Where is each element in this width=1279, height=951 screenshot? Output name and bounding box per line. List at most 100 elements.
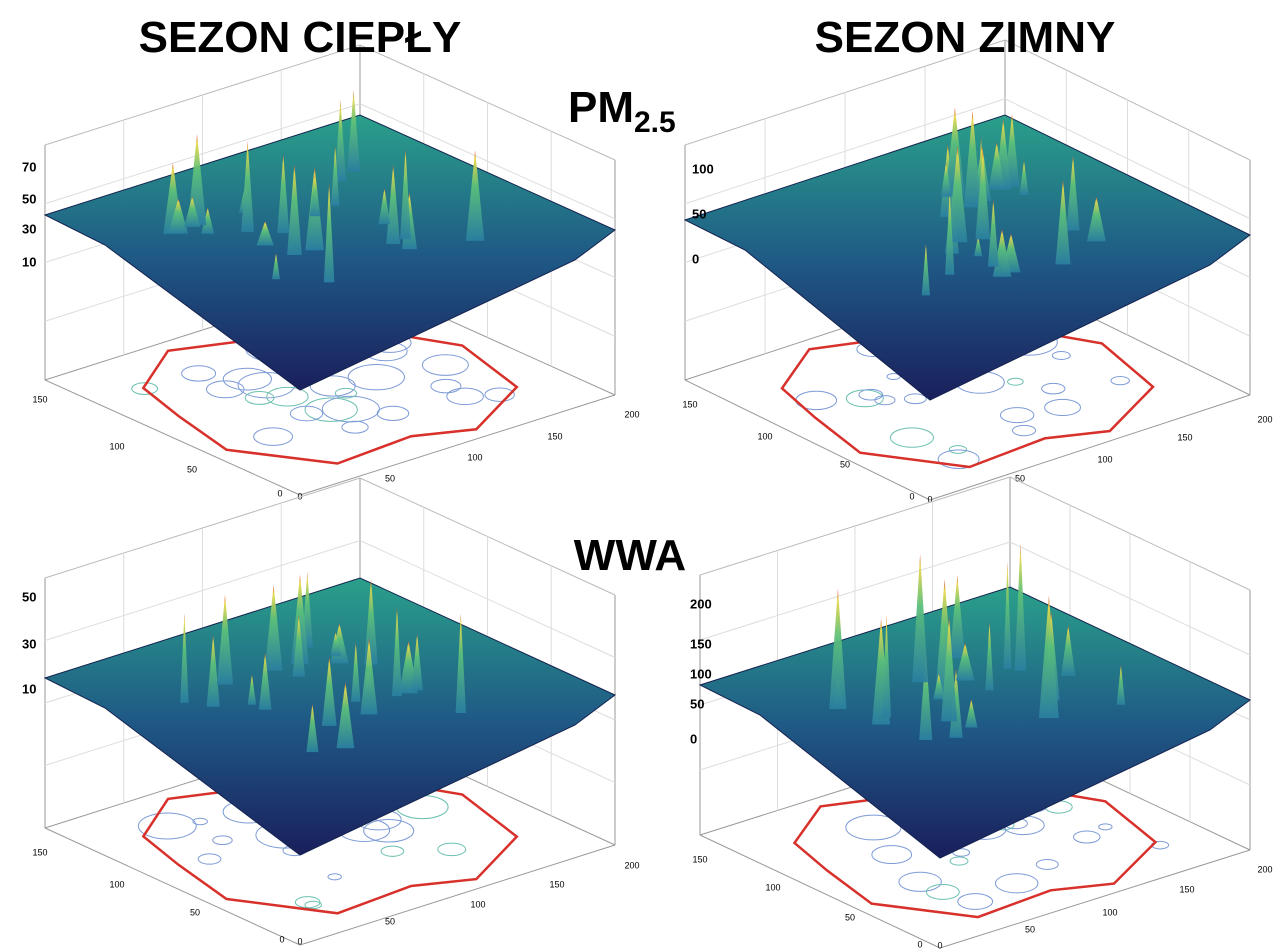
y-tick-label: 150 [682,399,697,409]
z-tick-label: 50 [22,589,36,604]
box-edge [940,850,1250,948]
box-edge [700,835,940,948]
contour [1000,408,1033,423]
y-tick-label: 150 [32,847,47,857]
y-tick-label: 150 [692,854,707,864]
box-edge [300,845,615,945]
row-label-sub: 2.5 [634,106,676,139]
z-tick-label: 30 [22,221,36,236]
x-tick-label: 150 [1177,432,1192,442]
contour [267,387,308,406]
contour [904,394,926,404]
z-tick-label: 0 [692,251,699,266]
contour [364,820,414,843]
y-tick-label: 50 [845,912,855,922]
contour [958,894,993,910]
x-tick-label: 100 [1097,454,1112,464]
warm-season-title: SEZON CIEPŁY [139,13,462,62]
cold-season-title: SEZON ZIMNY [815,13,1116,62]
contour [846,390,883,407]
z-tick-label: 70 [22,159,36,174]
contour [1036,859,1058,869]
z-tick-label: 100 [690,666,712,681]
x-tick-label: 50 [385,916,395,926]
contour [138,813,196,839]
contour [213,836,232,845]
z-tick-label: 30 [22,636,36,651]
contour [223,368,271,390]
contour [447,388,484,404]
z-tick-label: 200 [690,596,712,611]
y-tick-label: 100 [765,882,780,892]
contour [342,421,368,433]
surface-plot: 200 150 100 50 0 150 100 50 0 0 50 100 150 200 [690,477,1273,950]
contour [1111,376,1129,384]
row-label-main: PM [568,83,634,132]
x-tick-label: 0 [297,936,302,946]
x-tick-label: 0 [937,940,942,950]
y-tick-label: 50 [840,459,850,469]
contour [1042,383,1065,393]
surface-plot: 70503010150100500050100150200 [22,45,640,501]
contour [348,365,404,390]
contour [926,885,959,900]
contour [1045,399,1081,415]
contour [1008,378,1024,385]
contour [899,872,941,891]
y-tick-label: 150 [32,394,47,404]
x-tick-label: 200 [624,409,639,419]
y-tick-label: 0 [277,488,282,498]
row-label: PM2.5 [568,83,676,139]
x-tick-label: 100 [1102,907,1117,917]
contour [198,854,221,864]
contour [438,843,466,856]
contour [254,428,293,446]
row-label: WWA [574,531,686,580]
z-tick-label: 50 [690,696,704,711]
z-tick-label: 100 [692,161,714,176]
z-tick-label: 0 [690,731,697,746]
y-tick-label: 100 [109,879,124,889]
x-tick-label: 150 [547,431,562,441]
y-tick-label: 100 [757,431,772,441]
contour [890,428,933,447]
surface [685,115,1250,400]
contour [875,396,895,405]
contour [322,396,379,422]
x-tick-label: 150 [549,879,564,889]
contour [381,846,404,856]
box-edge [45,828,300,945]
contour [1073,831,1100,843]
surface-plot: 50 30 10 150 100 50 0 0 50 100 150 200 [22,478,640,946]
contour [328,874,341,880]
box-edge [930,395,1250,500]
x-tick-label: 50 [385,473,395,483]
x-tick-label: 200 [1257,414,1272,424]
x-tick-label: 100 [467,452,482,462]
y-tick-label: 50 [190,907,200,917]
contour [377,406,408,420]
contour [950,857,968,865]
contour [1013,425,1036,435]
contour [1099,824,1112,830]
contour [872,846,912,864]
contour [995,874,1037,893]
y-tick-label: 0 [917,939,922,949]
y-tick-label: 100 [109,441,124,451]
y-tick-label: 50 [187,464,197,474]
z-tick-label: 150 [690,636,712,651]
x-tick-label: 50 [1025,924,1035,934]
z-tick-label: 50 [692,206,706,221]
figure: 70 50 30 10 150 100 50 0 0 50 100 150 200 100 50 0 150 10… [0,0,1279,951]
z-tick-label: 10 [22,681,36,696]
x-tick-label: 100 [470,899,485,909]
y-tick-label: 0 [909,491,914,501]
x-tick-label: 150 [1179,884,1194,894]
contour [422,355,468,376]
x-tick-label: 200 [1257,864,1272,874]
contour [431,379,461,392]
y-tick-label: 0 [279,934,284,944]
contour [1052,351,1070,359]
x-tick-label: 200 [624,860,639,870]
